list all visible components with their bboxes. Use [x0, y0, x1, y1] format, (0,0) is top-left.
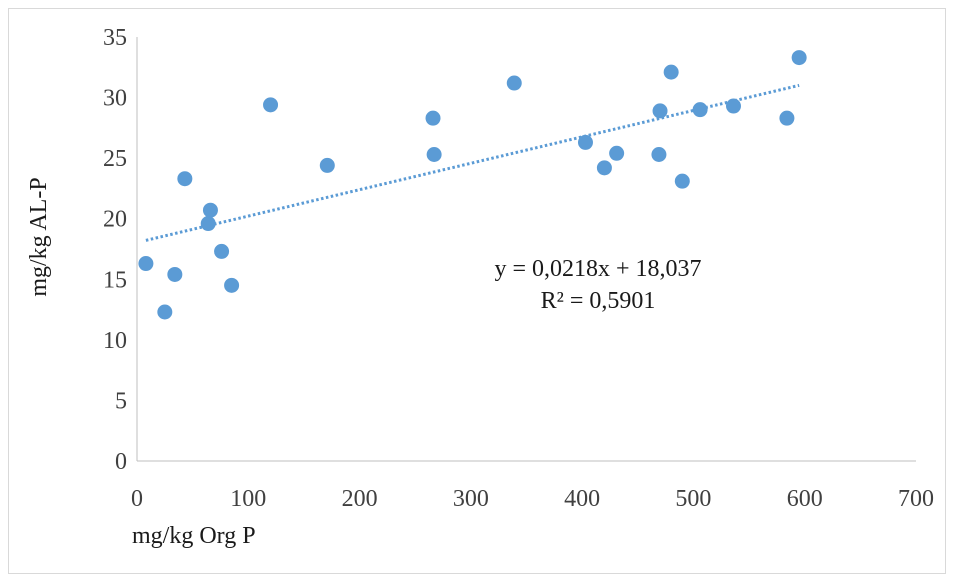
y-tick-label: 5	[115, 388, 127, 414]
y-tick-label: 35	[103, 25, 127, 51]
data-point	[506, 75, 522, 91]
data-point	[663, 64, 679, 80]
y-tick-label: 10	[103, 328, 127, 354]
data-point	[692, 102, 708, 118]
x-tick-label: 500	[675, 486, 711, 512]
data-point	[319, 157, 335, 173]
data-point	[596, 160, 612, 176]
data-point	[674, 173, 690, 189]
x-tick-label: 300	[453, 486, 489, 512]
trendline	[145, 83, 800, 242]
data-point	[177, 171, 193, 187]
trendline-r-squared: R² = 0,5901	[541, 288, 656, 314]
y-tick-label: 30	[103, 86, 127, 112]
y-tick-label: 20	[103, 207, 127, 233]
x-axis-title: mg/kg Org P	[132, 523, 256, 549]
tick-labels: 0 100 200 300 400 500 600 700 0 5 10 15 20 25 30 35	[103, 25, 934, 512]
data-point	[224, 277, 240, 293]
data-point	[651, 147, 667, 163]
data-point	[577, 134, 593, 150]
y-tick-label: 15	[103, 267, 127, 293]
data-point	[167, 266, 183, 282]
y-tick-label: 25	[103, 146, 127, 172]
y-tick-label: 0	[115, 449, 127, 475]
data-point	[425, 110, 441, 126]
data-point	[609, 145, 625, 161]
data-points	[138, 50, 807, 320]
data-point	[426, 147, 442, 163]
data-point	[725, 98, 741, 114]
data-point	[652, 103, 668, 119]
x-tick-label: 600	[787, 486, 823, 512]
trendline-equation: y = 0,0218x + 18,037	[494, 256, 701, 282]
data-point	[214, 243, 230, 259]
x-tick-label: 0	[131, 486, 143, 512]
data-point	[157, 304, 173, 320]
data-point	[200, 216, 216, 232]
data-point	[202, 202, 218, 218]
y-axis-title: mg/kg AL-P	[26, 177, 52, 296]
chart-frame	[8, 8, 946, 574]
axes	[136, 37, 916, 462]
data-point	[791, 50, 807, 66]
x-tick-label: 200	[342, 486, 378, 512]
data-point	[138, 256, 154, 272]
x-tick-label: 700	[898, 486, 934, 512]
x-tick-label: 400	[564, 486, 600, 512]
data-point	[263, 97, 279, 113]
data-point	[779, 110, 795, 126]
x-tick-label: 100	[230, 486, 266, 512]
